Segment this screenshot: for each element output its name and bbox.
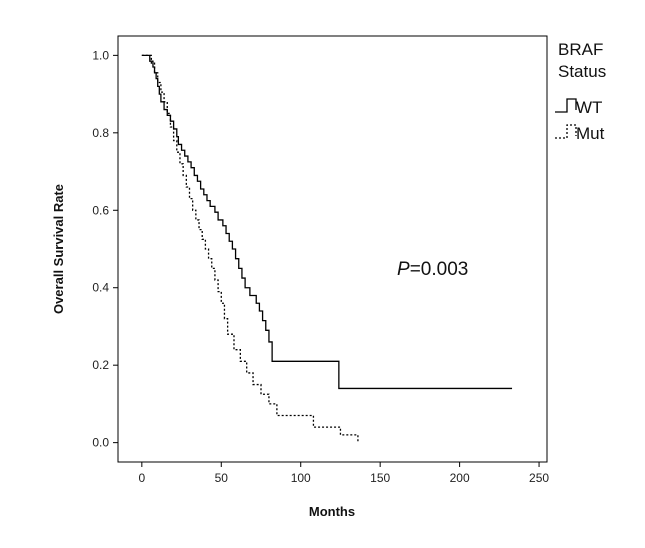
x-tick-label: 250 [529,471,549,485]
p-value-annotation: P=0.003 [397,259,468,280]
x-tick-label: 150 [370,471,390,485]
x-tick-label: 50 [215,471,229,485]
legend-title-line2: Status [558,62,606,81]
y-tick-label: 0.6 [92,203,109,217]
legend-label-mut: Mut [576,124,605,143]
y-tick-label: 0.8 [92,126,109,140]
x-tick-label: 0 [138,471,145,485]
y-tick-label: 0.2 [92,358,109,372]
p-label: P [397,259,410,280]
plot-frame [117,35,548,463]
series-line-mut [141,54,359,443]
p-value: =0.003 [410,259,469,280]
series-line-wt [141,54,513,390]
legend-title-line1: BRAF [558,40,603,59]
legend-swatch-mut [555,124,577,139]
x-tick-label: 200 [450,471,470,485]
legend: BRAF Status WT Mut [555,40,606,143]
x-tick-label: 100 [291,471,311,485]
legend-swatch-wt [555,98,577,113]
y-tick-label: 1.0 [92,48,109,62]
x-axis-title: Months [309,504,355,519]
y-axis-title: Overall Survival Rate [51,184,66,314]
y-tick-label: 0.4 [92,281,109,295]
y-tick-label: 0.0 [92,436,109,450]
legend-label-wt: WT [576,98,602,117]
ticks-layer: 0 50 100 150 200 250 0.0 0.2 0.4 0.6 0.8 1.0 [92,48,549,485]
series-layer [141,54,513,443]
